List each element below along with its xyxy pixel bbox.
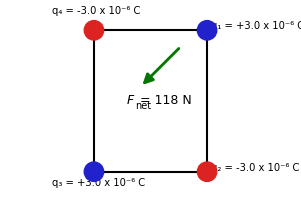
Text: F: F [126,95,134,107]
Text: q₃ = +3.0 x 10⁻⁶ C: q₃ = +3.0 x 10⁻⁶ C [51,178,145,188]
Circle shape [197,21,217,40]
Text: q₁ = +3.0 x 10⁻⁶ C: q₁ = +3.0 x 10⁻⁶ C [211,21,301,31]
Circle shape [197,162,217,181]
Text: q₂ = -3.0 x 10⁻⁶ C: q₂ = -3.0 x 10⁻⁶ C [211,163,299,173]
Text: net: net [135,101,152,111]
Text: q₄ = -3.0 x 10⁻⁶ C: q₄ = -3.0 x 10⁻⁶ C [51,6,140,16]
Circle shape [84,21,104,40]
Circle shape [84,162,104,181]
Text: = 118 N: = 118 N [135,95,191,107]
